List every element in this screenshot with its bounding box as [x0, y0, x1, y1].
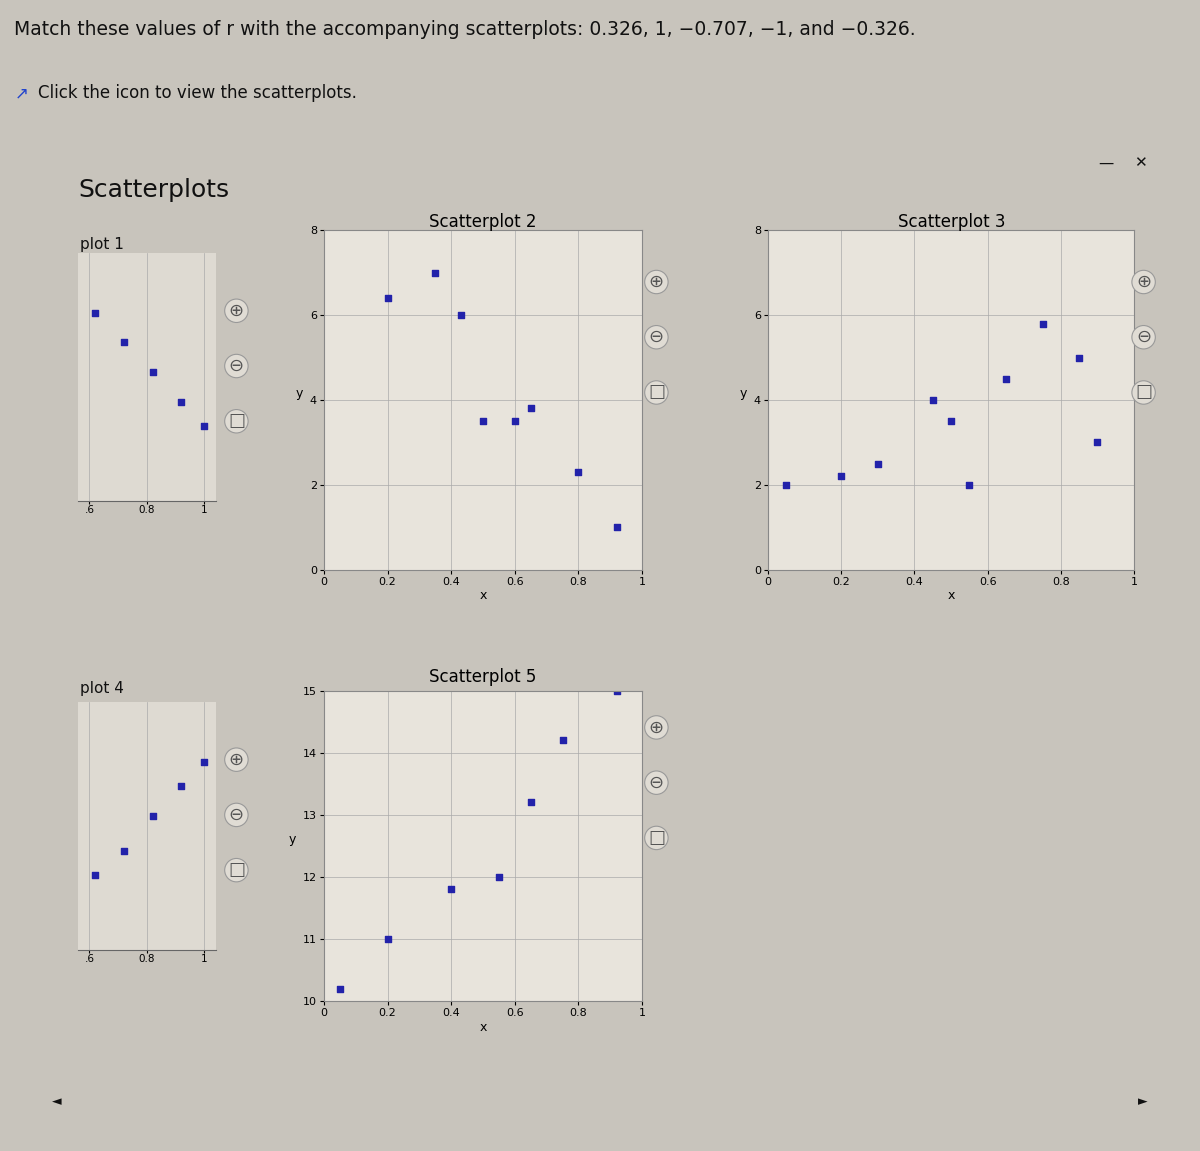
Text: Match these values of r with the accompanying scatterplots: 0.326, 1, −0.707, −1: Match these values of r with the accompa…: [14, 21, 916, 39]
Text: □: □: [648, 829, 665, 847]
Text: □: □: [228, 861, 245, 879]
Text: Scatterplot 3: Scatterplot 3: [898, 213, 1006, 231]
Point: [114, 841, 133, 860]
Point: [923, 391, 942, 410]
Text: ⊖: ⊖: [649, 328, 664, 346]
Text: ⊕: ⊕: [229, 302, 244, 320]
Text: —: —: [1098, 155, 1114, 170]
Point: [143, 807, 162, 825]
Point: [473, 412, 493, 430]
Text: □: □: [1135, 383, 1152, 402]
Point: [553, 731, 572, 749]
Point: [85, 304, 104, 322]
Text: ✕: ✕: [1134, 155, 1147, 170]
Text: Click the icon to view the scatterplots.: Click the icon to view the scatterplots.: [38, 84, 358, 102]
Text: ⊕: ⊕: [1136, 273, 1151, 291]
Text: plot 1: plot 1: [80, 237, 125, 252]
Text: Scatterplot 2: Scatterplot 2: [428, 213, 536, 231]
Point: [776, 475, 796, 494]
Point: [607, 681, 626, 700]
X-axis label: x: x: [479, 1021, 487, 1034]
X-axis label: x: x: [947, 589, 955, 602]
Point: [505, 412, 524, 430]
Point: [143, 363, 162, 381]
Point: [832, 467, 851, 486]
Point: [960, 475, 979, 494]
Point: [194, 418, 214, 436]
Point: [426, 264, 445, 282]
Point: [1069, 349, 1088, 367]
Text: Scatterplots: Scatterplots: [78, 178, 229, 203]
Point: [172, 777, 191, 795]
Point: [194, 753, 214, 771]
Point: [330, 980, 349, 998]
Text: ⊖: ⊖: [229, 357, 244, 375]
Point: [996, 369, 1015, 388]
Point: [607, 518, 626, 536]
Y-axis label: y: y: [295, 387, 302, 401]
Point: [521, 793, 540, 811]
Point: [521, 399, 540, 418]
X-axis label: x: x: [479, 589, 487, 602]
Text: □: □: [228, 412, 245, 430]
Point: [378, 289, 397, 307]
Point: [869, 455, 888, 473]
Text: ⊖: ⊖: [1136, 328, 1151, 346]
Point: [490, 868, 509, 886]
Point: [378, 930, 397, 948]
Point: [114, 333, 133, 351]
Text: plot 4: plot 4: [80, 681, 125, 696]
Point: [451, 306, 470, 325]
Point: [569, 463, 588, 481]
Text: ⊕: ⊕: [229, 750, 244, 769]
Point: [172, 392, 191, 411]
Point: [942, 412, 961, 430]
Text: ⊕: ⊕: [649, 273, 664, 291]
Text: □: □: [648, 383, 665, 402]
Text: ↗: ↗: [14, 84, 29, 102]
Point: [1033, 314, 1052, 333]
Point: [442, 881, 461, 899]
Text: ⊖: ⊖: [649, 773, 664, 792]
Y-axis label: y: y: [288, 833, 295, 846]
Text: ⊖: ⊖: [229, 806, 244, 824]
Text: ►: ►: [1138, 1095, 1147, 1108]
Text: ⊕: ⊕: [649, 718, 664, 737]
Point: [1088, 433, 1108, 451]
Text: Scatterplot 5: Scatterplot 5: [428, 668, 536, 686]
Text: ◄: ◄: [52, 1095, 61, 1108]
Y-axis label: y: y: [739, 387, 746, 401]
Point: [85, 867, 104, 885]
